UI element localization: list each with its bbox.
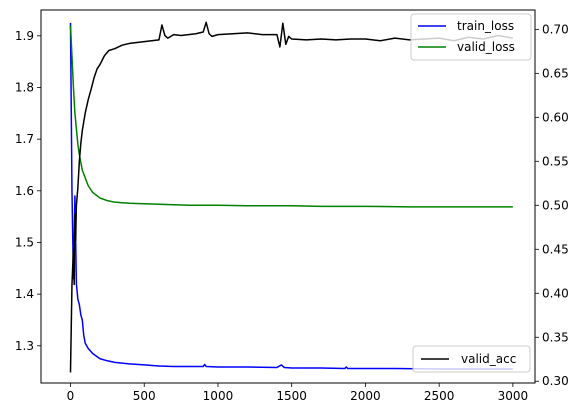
- legend-label-valid-loss: valid_loss: [457, 40, 515, 54]
- right-y-tick-label: 0.55: [542, 154, 569, 168]
- left-y-tick-label: 1.4: [15, 287, 34, 301]
- legend-bottom-right: valid_acc: [412, 345, 531, 373]
- legend-label-train-loss: train_loss: [457, 19, 514, 33]
- series-line-valid-loss: [69, 25, 513, 208]
- left-y-tick-label: 1.8: [15, 80, 34, 94]
- left-y-tick-label: 1.7: [15, 132, 34, 146]
- x-axis: 0 500 1000 1500 2000 2500 3000: [67, 383, 528, 403]
- right-y-tick-label: 0.65: [542, 66, 569, 80]
- x-tick-label: 2500: [424, 389, 455, 403]
- x-tick-label: 1500: [276, 389, 307, 403]
- left-y-tick-label: 1.6: [15, 184, 34, 198]
- left-y-tick-label: 1.5: [15, 235, 34, 249]
- x-tick-label: 2000: [350, 389, 381, 403]
- x-tick-label: 1000: [203, 389, 234, 403]
- right-y-tick-label: 0.50: [542, 198, 569, 212]
- left-y-tick-label: 1.3: [15, 339, 34, 353]
- series-line-valid-acc: [69, 21, 514, 373]
- right-y-tick-label: 0.40: [542, 286, 569, 300]
- legend-label-valid-acc: valid_acc: [461, 352, 516, 366]
- right-y-tick-label: 0.35: [542, 330, 569, 344]
- right-y-tick-label: 0.60: [542, 110, 569, 124]
- plot-frame: [40, 9, 536, 384]
- right-y-tick-label: 0.30: [542, 374, 569, 388]
- x-tick-label: 3000: [498, 389, 529, 403]
- series-layer: [69, 21, 514, 373]
- legend-top-right: train_loss valid_loss: [410, 13, 532, 61]
- right-y-tick-label: 0.45: [542, 242, 569, 256]
- x-tick-label: 500: [133, 389, 156, 403]
- series-line-train-loss: [69, 22, 513, 370]
- plot-area: [69, 21, 514, 373]
- x-tick-label: 0: [67, 389, 75, 403]
- legend-box: [412, 345, 531, 373]
- right-y-tick-label: 0.70: [542, 22, 569, 36]
- right-y-axis: 0.30 0.35 0.40 0.45 0.50 0.55 0.60 0.65 0.70: [535, 22, 569, 388]
- left-y-tick-label: 1.9: [15, 29, 34, 43]
- left-y-axis: 1.3 1.4 1.5 1.6 1.7 1.8 1.9: [15, 29, 41, 353]
